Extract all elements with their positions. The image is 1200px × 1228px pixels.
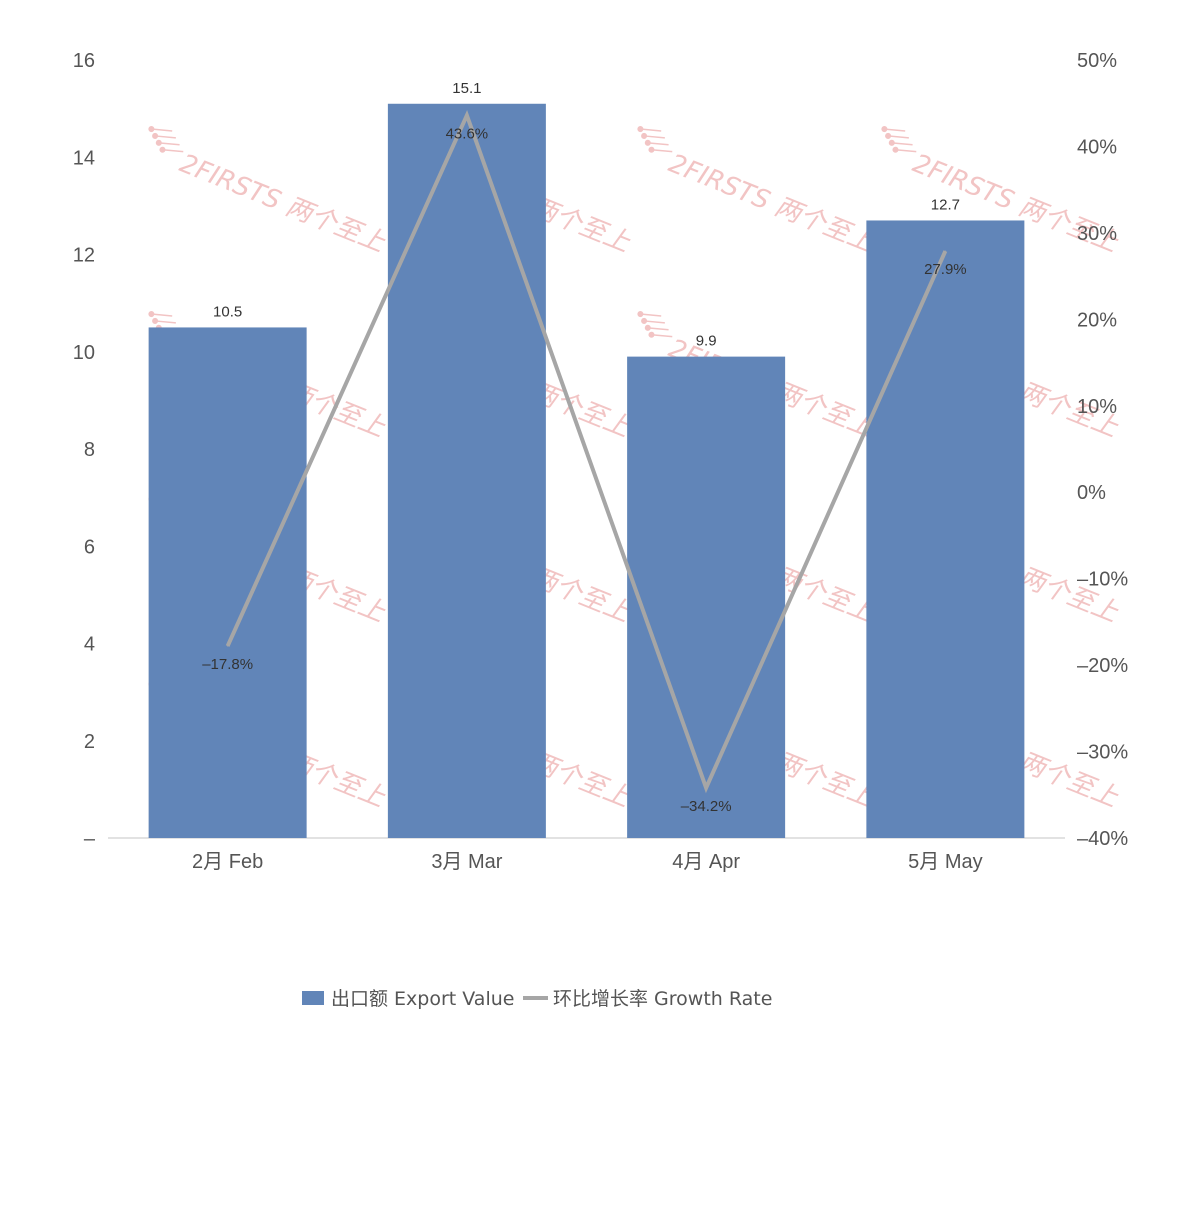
watermark-stroke [647, 327, 669, 331]
bar-value-label: 12.7 [931, 196, 960, 213]
watermark-stroke [158, 142, 180, 146]
watermark-stroke [640, 128, 662, 132]
right-tick-label: 0% [1077, 482, 1106, 504]
left-tick-label: 4 [84, 634, 95, 656]
watermark-logo: 2FIRSTS 两个至上 [148, 126, 390, 259]
watermark-stroke [151, 313, 173, 317]
watermark-dot [885, 132, 892, 139]
growth-rate-line [225, 109, 948, 794]
left-tick-label: – [84, 828, 96, 850]
bar-3月 Mar [387, 103, 546, 838]
left-tick-label: 10 [73, 342, 95, 364]
category-label: 3月 Mar [431, 851, 502, 873]
line-data-labels: –17.8% 43.6% –34.2% 27.9% [202, 125, 966, 815]
watermark-stroke [644, 320, 665, 324]
category-label: 5月 May [908, 851, 982, 873]
watermark-logo: 2FIRSTS 两个至上 [637, 126, 879, 259]
left-tick-label: 14 [73, 147, 95, 169]
bar-2月 Feb [148, 327, 307, 838]
right-tick-label: –40% [1077, 828, 1128, 850]
growth-rate-value-label: –17.8% [202, 656, 253, 673]
left-tick-label: 16 [73, 50, 95, 72]
growth-rate-point [944, 250, 946, 252]
watermark-dot [637, 311, 644, 318]
right-tick-label: –10% [1077, 569, 1128, 591]
category-label: 2月 Feb [192, 851, 263, 873]
watermark-stroke [155, 135, 176, 139]
bar-value-label: 10.5 [213, 303, 242, 320]
category-label: 4月 Apr [672, 851, 740, 873]
watermark-dot [155, 139, 162, 146]
watermark-stroke [651, 333, 673, 338]
growth-rate-value-label: –34.2% [681, 798, 732, 815]
watermark-stroke [151, 128, 173, 132]
x-axis-category-labels: 2月 Feb 3月 Mar 4月 Apr 5月 May [192, 851, 983, 873]
watermark-stroke [162, 148, 184, 153]
line-series-growth-rate [225, 109, 948, 794]
watermark-text: 2FIRSTS 两个至上 [664, 149, 879, 259]
growth-rate-point [705, 787, 707, 789]
right-y-axis: –40% –30% –20% –10% 0% 10% 20% 30% 40% 50% [1077, 50, 1128, 850]
growth-rate-point [227, 645, 229, 647]
left-tick-label: 8 [84, 439, 95, 461]
growth-rate-point [466, 114, 468, 116]
legend-swatch-export-value [302, 991, 324, 1005]
bar-value-label: 9.9 [696, 333, 717, 350]
watermark-stroke [155, 320, 176, 324]
watermark-stroke [647, 142, 669, 146]
left-y-axis: – 2 4 6 8 10 12 14 16 [73, 50, 96, 850]
growth-rate-value-label: 43.6% [446, 125, 489, 142]
watermark-stroke [644, 135, 665, 139]
left-tick-label: 2 [84, 731, 95, 753]
watermark-dot [641, 317, 648, 324]
right-tick-label: –30% [1077, 742, 1128, 764]
legend-label-growth-rate: 环比增长率 Growth Rate [553, 988, 772, 1010]
bar-data-labels: 10.5 15.1 9.9 12.7 [213, 80, 960, 350]
bar-5月 May [866, 220, 1025, 838]
watermark-stroke [640, 313, 662, 317]
watermark-stroke [891, 142, 913, 146]
bar-value-label: 15.1 [452, 80, 481, 97]
right-tick-label: 30% [1077, 223, 1117, 245]
bar-series-export-value [148, 103, 1025, 838]
growth-rate-value-label: 27.9% [924, 261, 967, 278]
watermark-stroke [888, 135, 909, 139]
watermark-dot [641, 132, 648, 139]
watermark-stroke [884, 128, 906, 132]
right-tick-label: 40% [1077, 136, 1117, 158]
watermark-text: 2FIRSTS 两个至上 [175, 149, 390, 259]
watermark-stroke [895, 148, 917, 153]
right-tick-label: –20% [1077, 655, 1128, 677]
left-tick-label: 6 [84, 536, 95, 558]
legend-label-export-value: 出口额 Export Value [331, 988, 514, 1010]
left-tick-label: 12 [73, 245, 95, 267]
watermark-dot [881, 126, 888, 133]
watermark-dot [637, 126, 644, 133]
watermark-stroke [651, 148, 673, 153]
right-tick-label: 10% [1077, 396, 1117, 418]
watermark-dot [148, 126, 155, 133]
watermark-dot [148, 311, 155, 318]
right-tick-label: 20% [1077, 309, 1117, 331]
bar-4月 Apr [627, 356, 786, 838]
right-tick-label: 50% [1077, 50, 1117, 72]
legend: 出口额 Export Value 环比增长率 Growth Rate [302, 988, 772, 1010]
